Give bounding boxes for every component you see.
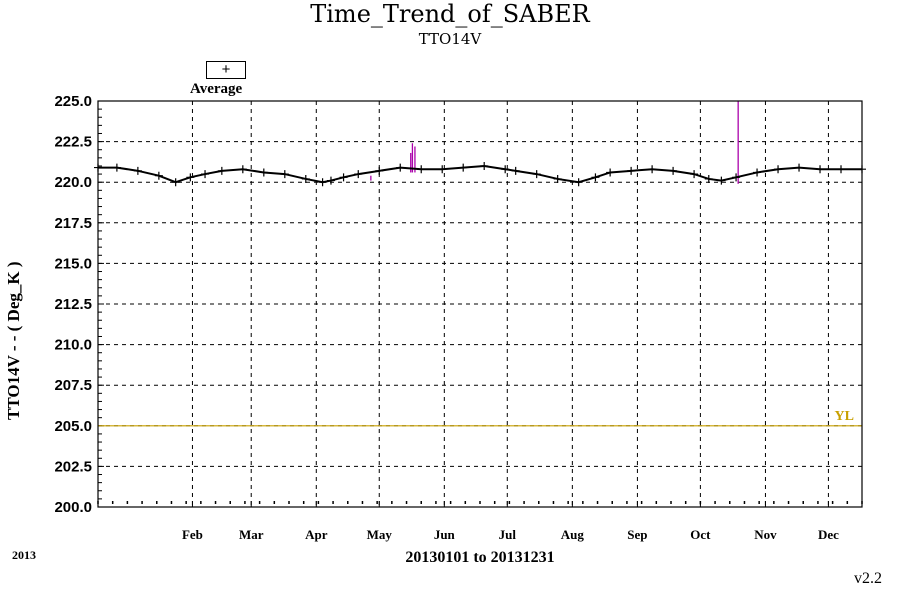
average-point-marker: [732, 173, 741, 182]
average-point-marker: [648, 165, 657, 174]
average-point-marker: [339, 173, 348, 182]
average-point-marker: [717, 176, 726, 185]
average-point-marker: [238, 165, 247, 174]
y-tick-label: 202.5: [54, 458, 92, 475]
y-tick-label: 212.5: [54, 296, 92, 313]
average-point-marker: [532, 170, 541, 179]
average-point-marker: [396, 163, 405, 172]
average-point-marker: [280, 170, 289, 179]
y-tick-label: 217.5: [54, 215, 92, 232]
x-tick-label: Feb: [182, 527, 203, 542]
average-point-marker: [816, 165, 825, 174]
x-tick-label: Oct: [690, 527, 711, 542]
average-point-marker: [511, 166, 520, 175]
average-point-marker: [795, 163, 804, 172]
average-point-marker: [354, 170, 363, 179]
y-tick-label: 225.0: [54, 93, 92, 110]
x-tick-label: Sep: [627, 527, 647, 542]
average-point-marker: [301, 174, 310, 183]
average-point-marker: [259, 168, 268, 177]
legend-symbol: +: [206, 61, 246, 79]
x-tick-label: Apr: [305, 527, 328, 542]
x-tick-label: Jun: [434, 527, 456, 542]
x-tick-label: Dec: [818, 527, 839, 542]
average-point-marker: [438, 165, 447, 174]
average-point-marker: [704, 174, 713, 183]
chart-title: Time_Trend_of_SABER: [310, 0, 590, 28]
y-tick-label: 215.0: [54, 255, 92, 272]
x-tick-label: Jul: [499, 527, 517, 542]
x-tick-label: Nov: [754, 527, 777, 542]
x-tick-label: Aug: [561, 527, 585, 542]
average-point-marker: [591, 173, 600, 182]
y-tick-label: 200.0: [54, 499, 92, 516]
x-axis-label: 20130101 to 20131231: [405, 549, 555, 566]
average-point-marker: [606, 168, 615, 177]
average-point-marker: [326, 176, 335, 185]
average-point-marker: [690, 170, 699, 179]
x-tick-label: May: [367, 527, 393, 542]
y-tick-label: 207.5: [54, 377, 92, 394]
y-tick-label: 205.0: [54, 418, 92, 435]
version-label: v2.2: [854, 570, 882, 587]
average-point-marker: [133, 166, 142, 175]
plot-frame: [97, 100, 863, 508]
average-point-marker: [459, 163, 468, 172]
y-tick-label: 222.5: [54, 134, 92, 151]
y-tick-label: 220.0: [54, 174, 92, 191]
average-point-marker: [112, 163, 121, 172]
average-point-marker: [417, 165, 426, 174]
y-tick-label: 210.0: [54, 337, 92, 354]
x-tick-label: Mar: [239, 527, 264, 542]
average-point-marker: [837, 165, 846, 174]
average-point-marker: [553, 174, 562, 183]
average-point-marker: [627, 166, 636, 175]
average-point-marker: [574, 178, 583, 187]
average-point-marker: [154, 171, 163, 180]
year-label: 2013: [12, 548, 36, 562]
average-point-marker: [774, 165, 783, 174]
average-point-marker: [217, 166, 226, 175]
average-point-marker: [318, 178, 327, 187]
average-series-line: [98, 164, 862, 184]
average-point-marker: [375, 166, 384, 175]
chart-subtitle: TTO14V: [418, 30, 482, 48]
average-point-marker: [171, 178, 180, 187]
average-point-marker: [669, 166, 678, 175]
legend-label: Average: [190, 81, 243, 97]
average-point-marker: [501, 165, 510, 174]
average-point-marker: [201, 170, 210, 179]
reference-line-label: YL: [835, 409, 854, 424]
average-point-marker: [480, 161, 489, 170]
average-point-marker: [186, 173, 195, 182]
average-point-marker: [753, 168, 762, 177]
